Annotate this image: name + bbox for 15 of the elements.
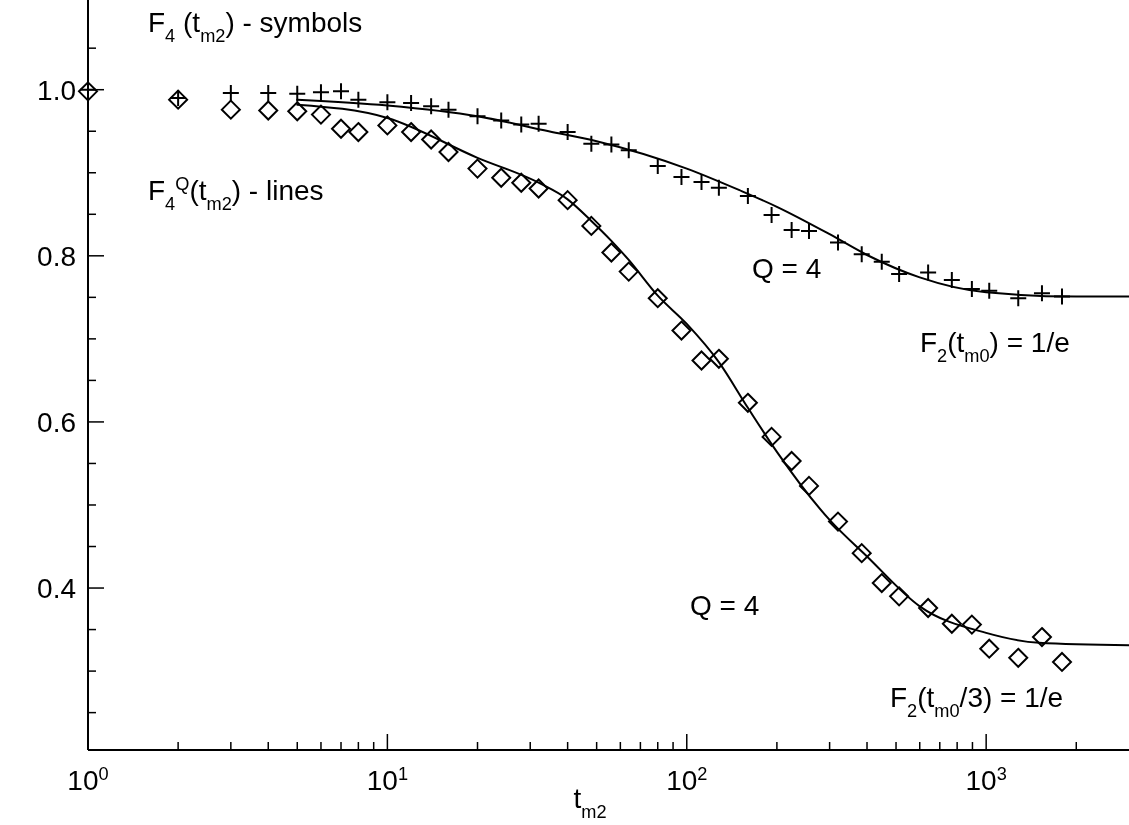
annotation: F$_{2}$(t$_{m0}$/3) = 1/e (890, 682, 1064, 721)
annotation: F$_{4}$ (t$_{m2}$) - symbols (148, 7, 363, 46)
y-tick-label: 0.8 (37, 240, 76, 272)
y-tick-label: 1.0 (37, 74, 76, 106)
annotation: F$_{2}$(t$_{m0}$) = 1/e (920, 327, 1070, 366)
x-axis-title: t$_{m2}$ (573, 783, 607, 822)
x-tick-label: 10$^{0}$ (67, 764, 109, 796)
x-tick-label: 10$^{1}$ (366, 764, 409, 796)
annotation: Q = 4 (752, 253, 822, 284)
annotation: Q = 4 (690, 590, 760, 621)
x-tick-label: 10$^{3}$ (965, 764, 1007, 796)
y-tick-label: 0.6 (37, 406, 76, 438)
y-tick-label: 0.4 (37, 572, 76, 604)
annotation: F$_{4}$$^{Q}$(t$_{m2}$) - lines (148, 174, 324, 214)
x-tick-label: 10$^{2}$ (666, 764, 708, 796)
